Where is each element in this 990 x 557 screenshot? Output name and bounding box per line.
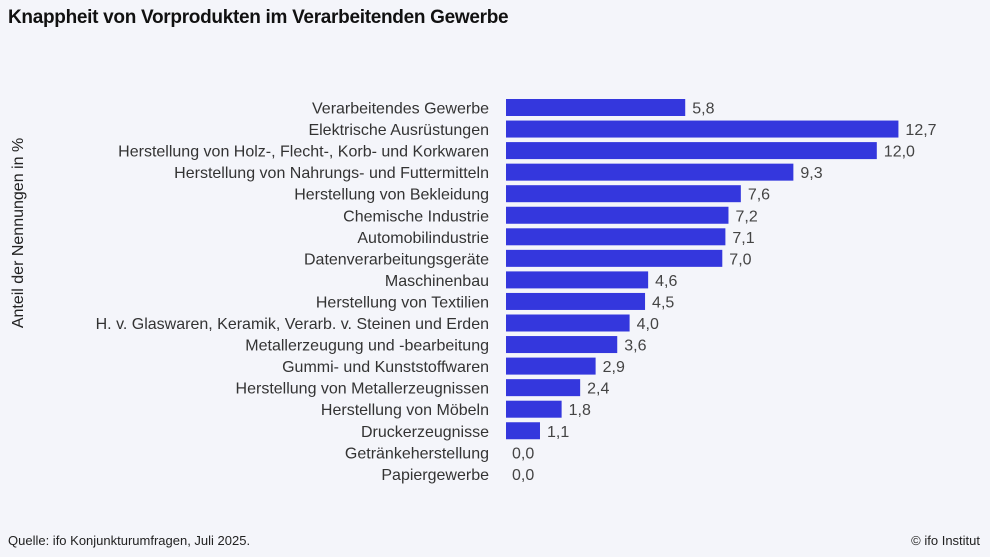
bar xyxy=(506,292,646,310)
bar xyxy=(506,314,630,332)
data-label: 7,2 xyxy=(735,208,757,225)
data-label: 1,8 xyxy=(569,402,591,419)
bar xyxy=(506,206,729,224)
category-label: Papiergewerbe xyxy=(381,467,489,484)
bar xyxy=(506,228,726,246)
bar xyxy=(506,271,649,289)
category-label: Elektrische Ausrüstungen xyxy=(308,122,489,139)
category-label: Verarbeitendes Gewerbe xyxy=(312,101,489,118)
category-label: Maschinenbau xyxy=(385,273,489,290)
category-label: Gummi- und Kunststoffwaren xyxy=(282,359,489,376)
bar xyxy=(506,142,877,160)
bar xyxy=(506,400,562,418)
bar xyxy=(506,249,723,267)
data-label: 9,3 xyxy=(800,165,822,182)
data-label: 2,9 xyxy=(603,359,625,376)
data-label: 7,1 xyxy=(732,230,754,247)
category-label: Herstellung von Textilien xyxy=(316,294,489,311)
category-label: Chemische Industrie xyxy=(343,208,489,225)
category-label: Automobilindustrie xyxy=(357,230,489,247)
category-label: Druckerzeugnisse xyxy=(361,424,489,441)
bar xyxy=(506,185,741,203)
category-label: Herstellung von Bekleidung xyxy=(294,187,489,204)
data-label: 4,6 xyxy=(655,273,677,290)
category-label: Herstellung von Holz-, Flecht-, Korb- un… xyxy=(118,144,489,161)
data-label: 0,0 xyxy=(512,445,534,462)
data-label: 2,4 xyxy=(587,381,609,398)
bar xyxy=(506,99,686,116)
source-note: Quelle: ifo Konjunkturumfragen, Juli 202… xyxy=(8,533,251,548)
bar xyxy=(506,120,899,138)
bar xyxy=(506,336,618,354)
data-label: 7,6 xyxy=(748,187,770,204)
category-label: H. v. Glaswaren, Keramik, Verarb. v. Ste… xyxy=(96,316,489,333)
data-label: 12,0 xyxy=(884,144,915,161)
category-label: Datenverarbeitungsgeräte xyxy=(304,251,489,268)
data-label: 3,6 xyxy=(624,338,646,355)
bar xyxy=(506,379,581,397)
data-label: 4,0 xyxy=(637,316,659,333)
category-label: Herstellung von Metallerzeugnissen xyxy=(236,381,489,398)
copyright-note: © ifo Institut xyxy=(911,533,980,548)
category-label: Metallerzeugung und -bearbeitung xyxy=(245,338,489,355)
data-label: 5,8 xyxy=(692,101,714,118)
data-label: 7,0 xyxy=(729,251,751,268)
bar xyxy=(506,357,596,375)
data-label: 1,1 xyxy=(547,424,569,441)
bar xyxy=(506,422,540,440)
category-label: Herstellung von Möbeln xyxy=(321,402,489,419)
data-label: 12,7 xyxy=(905,122,936,139)
bar xyxy=(506,163,794,181)
data-label: 0,0 xyxy=(512,467,534,484)
chart-title: Knappheit von Vorprodukten im Verarbeite… xyxy=(8,7,509,28)
data-label: 4,5 xyxy=(652,294,674,311)
category-label: Getränkeherstellung xyxy=(345,445,489,462)
category-label: Herstellung von Nahrungs- und Futtermitt… xyxy=(174,165,489,182)
